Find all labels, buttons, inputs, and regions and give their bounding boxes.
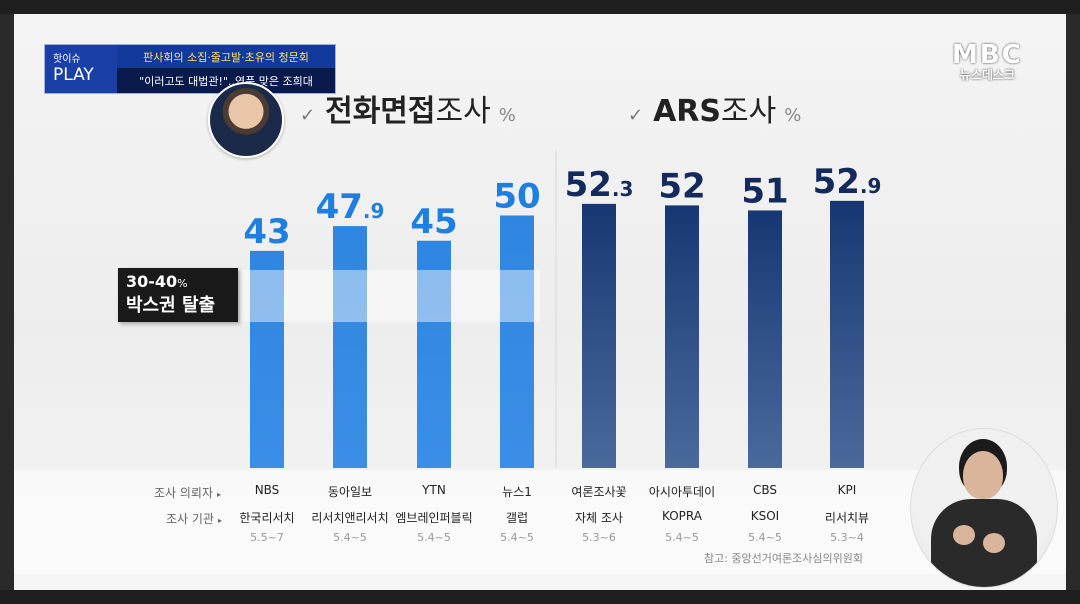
ars-survey-title-bold: ARS xyxy=(653,94,722,129)
sign-language-interpreter xyxy=(910,428,1058,588)
interpreter-hand xyxy=(953,525,975,545)
bar-여론조사꽃 xyxy=(582,203,616,468)
program-badge: 핫이슈 PLAY 판사회의 소집·줄고발·초유의 청문회 "이러고도 대법관!"… xyxy=(44,44,336,94)
client-cell: CBS xyxy=(752,483,778,497)
client-row-label: 조사 의뢰자 ▸ xyxy=(154,484,221,501)
bottom-letterbox xyxy=(0,590,1080,604)
date-cell: 5.5~7 xyxy=(250,531,284,544)
date-cell: 5.3~6 xyxy=(582,531,616,544)
client-cell: KPI xyxy=(837,483,857,497)
date-cell: 5.4~5 xyxy=(500,531,534,544)
agency-cell: 자체 조사 xyxy=(575,511,623,525)
client-cell: NBS xyxy=(254,483,280,497)
agency-cell: KOPRA xyxy=(662,509,702,523)
program-badge-left: 핫이슈 PLAY xyxy=(45,45,117,93)
data-label-KPI: 52.9 xyxy=(813,162,882,202)
data-label-YTN: 45 xyxy=(410,202,457,242)
headline-1: 판사회의 소집·줄고발·초유의 청문회 xyxy=(117,45,335,68)
boxrange-label: 30-40% 박스권 탈출 xyxy=(118,268,238,322)
boxrange-range-value: 30-40 xyxy=(126,272,178,291)
boxrange-label-text: 박스권 탈출 xyxy=(126,295,216,316)
agency-cell: KSOI xyxy=(750,509,780,523)
logo-main: MBC xyxy=(952,40,1023,70)
interpreter-head xyxy=(963,451,1003,499)
date-cell: 5.3~4 xyxy=(830,531,864,544)
source-note: 참고: 중앙선거여론조사심의위원회 xyxy=(704,552,864,565)
agency-cell: 갤럽 xyxy=(505,511,529,525)
arrow-right-icon: ▸ xyxy=(217,516,222,525)
client-row-label-text: 조사 의뢰자 xyxy=(154,486,214,500)
phone-survey-title-rest: 조사 xyxy=(435,94,491,129)
arrow-right-icon: ▸ xyxy=(217,490,222,499)
ars-survey-unit: % xyxy=(784,105,802,126)
date-cell: 5.4~5 xyxy=(417,531,451,544)
agency-row-label: 조사 기관 ▸ xyxy=(166,510,222,527)
program-badge-title: PLAY xyxy=(53,65,94,85)
check-icon: ✓ xyxy=(628,105,644,126)
broadcaster-logo: MBC 뉴스데스크 xyxy=(952,42,1023,82)
data-label-NBS: 43 xyxy=(243,212,290,252)
data-label-아시아투데이: 52 xyxy=(658,166,705,206)
politician-avatar xyxy=(208,82,284,158)
program-badge-small: 핫이슈 xyxy=(53,54,81,65)
client-cell: 아시아투데이 xyxy=(648,485,716,499)
client-cell: 여론조사꽃 xyxy=(571,485,627,499)
program-badge-headlines: 판사회의 소집·줄고발·초유의 청문회 "이러고도 대법관!"..역풍 맞은 조… xyxy=(117,45,335,93)
ars-survey-title: ✓ ARS 조사 % xyxy=(628,86,801,130)
client-cell: YTN xyxy=(422,483,446,497)
bar-YTN xyxy=(417,240,451,468)
phone-survey-title: ✓ 전화면접 조사 % xyxy=(300,86,516,130)
bar-KPI xyxy=(830,200,864,469)
client-cell: 뉴스1 xyxy=(502,485,532,499)
date-cell: 5.4~5 xyxy=(333,531,367,544)
phone-survey-title-bold: 전화면접 xyxy=(325,94,436,129)
info-band xyxy=(14,470,1066,574)
bar-뉴스1 xyxy=(500,215,534,468)
boxrange-range-unit: % xyxy=(177,277,188,290)
date-cell: 5.4~5 xyxy=(665,531,699,544)
bar-CBS xyxy=(748,210,782,468)
bar-아시아투데이 xyxy=(665,205,699,468)
client-cell: 동아일보 xyxy=(327,485,373,499)
interpreter-hand xyxy=(983,533,1005,553)
boxrange-label-range: 30-40% xyxy=(126,272,230,294)
agency-cell: 엠브레인퍼블릭 xyxy=(395,511,473,525)
date-cell: 5.4~5 xyxy=(748,531,782,544)
agency-row-label-text: 조사 기관 xyxy=(166,512,214,526)
bar-동아일보 xyxy=(333,226,367,468)
agency-cell: 리서치뷰 xyxy=(824,511,870,525)
boxrange-highlight xyxy=(240,270,540,322)
data-label-동아일보: 47.9 xyxy=(316,187,385,227)
top-letterbox xyxy=(0,0,1080,14)
logo-sub: 뉴스데스크 xyxy=(959,68,1015,82)
data-label-CBS: 51 xyxy=(741,171,788,211)
check-icon: ✓ xyxy=(300,105,316,126)
ars-survey-title-rest: 조사 xyxy=(721,94,777,129)
data-label-뉴스1: 50 xyxy=(493,177,540,217)
agency-cell: 리서치앤리서치 xyxy=(311,511,389,525)
agency-cell: 한국리서치 xyxy=(239,511,295,525)
data-label-여론조사꽃: 52.3 xyxy=(565,165,634,205)
bar-NBS xyxy=(250,250,284,468)
phone-survey-unit: % xyxy=(498,105,516,126)
